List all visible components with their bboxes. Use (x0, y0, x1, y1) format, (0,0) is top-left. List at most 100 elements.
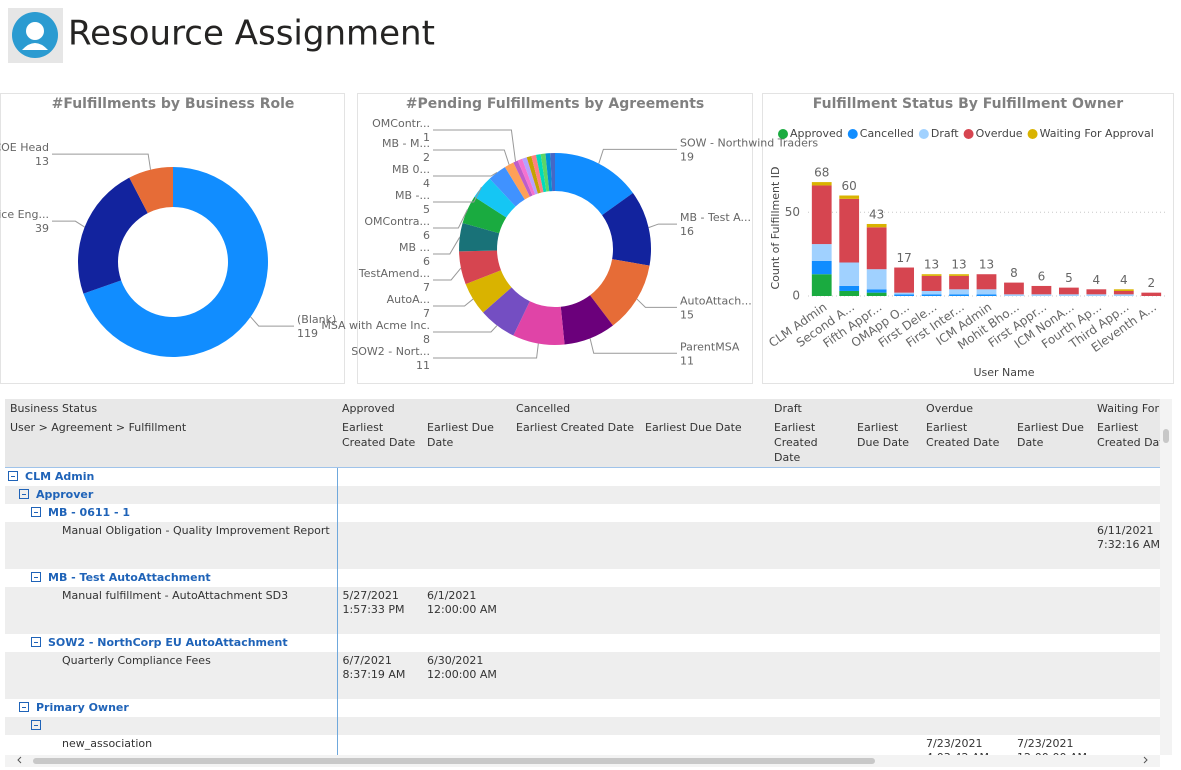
leaf-row: Manual fulfillment - AutoAttachment SD3 5… (5, 587, 1160, 634)
label-category: MB 0... (392, 163, 430, 176)
value-cell (769, 699, 852, 717)
bar-segment (894, 294, 915, 296)
value-cell (511, 699, 640, 717)
scroll-thumb[interactable] (1163, 429, 1169, 443)
legend-marker (1027, 129, 1038, 139)
leader-line (589, 338, 677, 354)
label-category: AutoA... (387, 293, 430, 306)
value-cell: 7/23/2021 4:03:42 AM (926, 737, 989, 755)
leader-line (250, 316, 294, 327)
donut-slice (526, 155, 541, 194)
bar-segment (1141, 292, 1162, 296)
chart-title: #Pending Fulfillments by Agreements (406, 96, 705, 112)
bar-segment (1113, 289, 1134, 291)
value-cell (769, 486, 853, 504)
leader-line (636, 298, 677, 308)
data-label: MB ... 6 (399, 241, 430, 268)
expand-toggle[interactable] (8, 471, 18, 481)
row-label-cell (5, 717, 338, 735)
label-category: SOW2 - Nort... (351, 345, 430, 358)
row-label: Manual Obligation - Quality Improvement … (62, 524, 330, 537)
total-label: 5 (1065, 271, 1073, 285)
value-cell (640, 522, 770, 569)
header-cell: User > Agreement > Fulfillment (5, 418, 337, 468)
row-label-cell: CLM Admin (5, 467, 338, 486)
legend-marker (778, 129, 788, 139)
row-label: Approver (36, 488, 94, 501)
value-cell (852, 504, 921, 522)
total-label: 43 (869, 207, 884, 221)
legend-label: Draft (931, 127, 959, 140)
value-cell (852, 634, 921, 652)
label-category: COE Head (0, 141, 49, 154)
value-cell (640, 486, 770, 504)
total-label: 13 (924, 258, 939, 272)
value-cell (1092, 587, 1160, 634)
chart-title: Fulfillment Status By Fulfillment Owner (813, 96, 1124, 112)
logo-body (22, 43, 48, 50)
expand-toggle[interactable] (31, 720, 41, 730)
sub-header: Earliest Created Date (921, 418, 1013, 468)
label-value: 11 (680, 354, 694, 367)
label-value: 11 (416, 359, 430, 372)
legend-label: Waiting For Approval (1040, 127, 1154, 140)
donut-slice (535, 154, 547, 193)
group-row: SOW2 - NorthCorp EU AutoAttachment (5, 634, 1160, 652)
leader-line (433, 209, 468, 229)
bar-segment (1086, 294, 1107, 296)
data-label: SOW2 - Nort... 11 (351, 345, 430, 372)
row-label-cell: SOW2 - NorthCorp EU AutoAttachment (5, 634, 338, 652)
label-category: MB ... (399, 241, 430, 254)
bar-segment (921, 275, 942, 291)
legend-label: Overdue (976, 127, 1023, 140)
arrow-left[interactable] (17, 756, 22, 764)
value-cell (511, 569, 640, 587)
total-label: 17 (896, 251, 911, 265)
label-category: (Blank) (297, 313, 336, 326)
bar-segment (949, 274, 969, 276)
leader-line (648, 223, 677, 229)
label-category: ParentMSA (680, 340, 740, 353)
arrow-right[interactable] (1143, 756, 1148, 764)
bar-segment (811, 274, 832, 296)
expand-toggle[interactable] (19, 489, 29, 499)
value-cell: 6/11/2021 7:32:16 AM (1092, 522, 1160, 569)
vertical-scrollbar[interactable] (1160, 399, 1172, 755)
value-cell (852, 569, 921, 587)
legend-marker (847, 129, 858, 139)
value-cell (422, 522, 512, 569)
table-header: Business Status Approved Cancelled Draft Ove… (5, 399, 1160, 468)
label-category: MB - Test A... (680, 211, 751, 224)
value-cell (337, 486, 422, 504)
row-label-cell: Manual fulfillment - AutoAttachment SD3 (5, 587, 338, 634)
bar-segment (894, 292, 915, 295)
sub-header: Earliest Due Date (852, 418, 922, 468)
expand-toggle[interactable] (19, 702, 29, 712)
bar-segment (976, 289, 997, 295)
data-label: AutoAttach... 15 (680, 294, 752, 321)
value-cell (1012, 699, 1092, 717)
scroll-thumb[interactable] (33, 758, 875, 764)
bar-segment (866, 292, 887, 296)
leaf-row: Quarterly Compliance Fees 6/7/2021 8:37:1… (5, 652, 1160, 699)
horizontal-scrollbar[interactable] (5, 755, 1160, 767)
value-cell (1012, 652, 1093, 699)
leaf-row: new_association 7/23/2021 4:03:42 AM 7/23/… (5, 735, 1160, 755)
total-label: 13 (979, 258, 994, 272)
row-label: SOW2 - NorthCorp EU AutoAttachment (48, 636, 288, 649)
bar-segment (866, 227, 887, 270)
value-cell (640, 587, 770, 634)
value-cell (640, 717, 770, 735)
matrix-table[interactable]: Business Status Approved Cancelled Draft Ove… (5, 399, 1160, 755)
value-cell (852, 522, 922, 569)
donut-slice (590, 259, 650, 326)
bar-segment (921, 290, 942, 295)
expand-toggle[interactable] (31, 507, 41, 517)
bar-segment (921, 294, 942, 296)
expand-toggle[interactable] (31, 572, 41, 582)
donut-slice (602, 192, 651, 266)
bar-segment (839, 290, 860, 296)
donut-slice (531, 154, 544, 193)
scroll-arrows (17, 756, 1148, 764)
expand-toggle[interactable] (31, 637, 41, 647)
